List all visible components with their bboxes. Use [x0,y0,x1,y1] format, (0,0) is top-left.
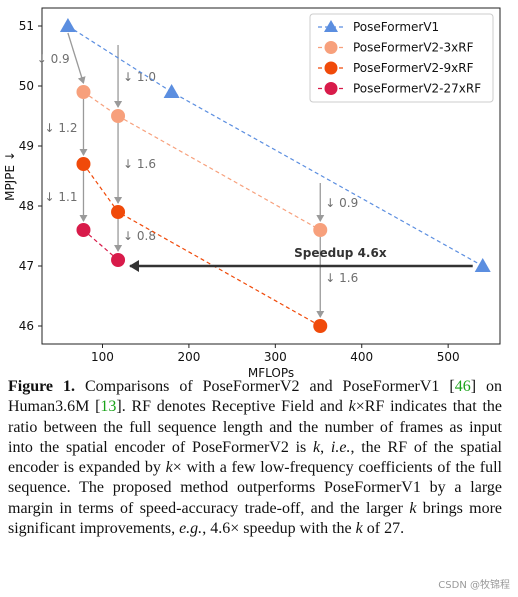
legend-marker [324,61,338,75]
citation-link[interactable]: 46 [454,378,471,395]
caption-text: , the RF of the spatial encoder is expan… [8,438,503,477]
figure-caption: Figure 1. Comparisons of PoseFormerV2 an… [8,377,502,539]
data-point [313,319,328,333]
x-tick-label: 300 [264,350,287,364]
legend-marker [324,82,338,95]
improvement-label: ↓ 0.9 [325,196,358,210]
y-tick-label: 50 [19,79,34,93]
improvement-label: ↓ 1.2 [45,121,78,135]
improvement-label: ↓ 1.0 [123,70,156,84]
watermark: CSDN @牧锦程 [438,580,510,591]
citation-link[interactable]: 13 [100,398,117,416]
legend-marker [324,20,338,32]
data-point [111,109,126,123]
x-axis-label: MFLOPs [248,366,294,380]
legend-label: PoseFormerV1 [353,20,439,34]
series-line [83,229,119,261]
legend-label: PoseFormerV2-9xRF [353,61,474,75]
x-tick-label: 400 [350,350,373,364]
caption-math: k [313,438,321,456]
caption-abbrev: i.e. [330,438,351,456]
improvement-label: ↓ 1.1 [45,190,78,204]
y-tick-label: 48 [19,199,34,213]
improvement-arrow [67,32,86,84]
data-point [111,253,126,267]
improvement-label: ↓ 1.6 [123,157,156,171]
legend-label: PoseFormerV2-27xRF [353,82,481,96]
data-point [76,223,91,237]
improvement-label: ↓ 1.6 [325,271,358,285]
improvement-label: ↓ 0.8 [123,229,156,243]
caption-text: of 27. [362,520,405,538]
legend-marker [324,41,338,54]
caption-abbrev: e.g. [179,520,203,538]
caption-label: Figure 1. [8,378,75,395]
legend-label: PoseFormerV2-3xRF [353,41,474,55]
caption-math: k [165,459,173,477]
series-line [82,163,321,327]
y-axis-label: MPJPE ↓ [3,151,17,201]
y-tick-label: 51 [19,19,34,33]
chart: 100 200 300 400 500 46 47 48 49 50 51 MFLOPs MPJPE ↓… [3,7,501,380]
caption-math: k [409,499,417,517]
caption-text: Comparisons of PoseFormerV2 and PoseForm… [75,378,455,395]
data-point [313,223,328,237]
data-point [474,258,491,272]
caption-text: , 4.6× speedup with the [202,520,356,538]
caption-text: ]. RF denotes Receptive Field and [116,398,349,416]
caption-text: , [320,438,331,456]
data-point [111,205,126,219]
caption-text: × with a few low-frequency coefficients … [8,459,502,517]
x-tick-label: 100 [91,350,114,364]
data-point [163,84,180,98]
plot-frame [41,7,501,345]
speedup-label: Speedup 4.6x [294,246,387,260]
y-tick-label: 46 [19,319,34,333]
x-tick-label: 200 [177,350,200,364]
data-point [76,85,91,99]
x-tick-label: 500 [437,350,460,364]
improvement-label: ↓ 0.9 [37,52,70,66]
caption-text: ×RF indicates that the ratio between the… [8,398,502,456]
legend-box [309,13,494,103]
data-point [76,157,91,171]
caption-text: brings more significant improvements, [8,499,503,538]
data-point [59,18,76,32]
caption-math: k [355,520,363,538]
y-tick-label: 49 [19,139,34,153]
y-tick-label: 47 [19,259,34,273]
caption-math: k [348,398,356,416]
caption-text: ] on Human3.6M [ [8,378,503,416]
